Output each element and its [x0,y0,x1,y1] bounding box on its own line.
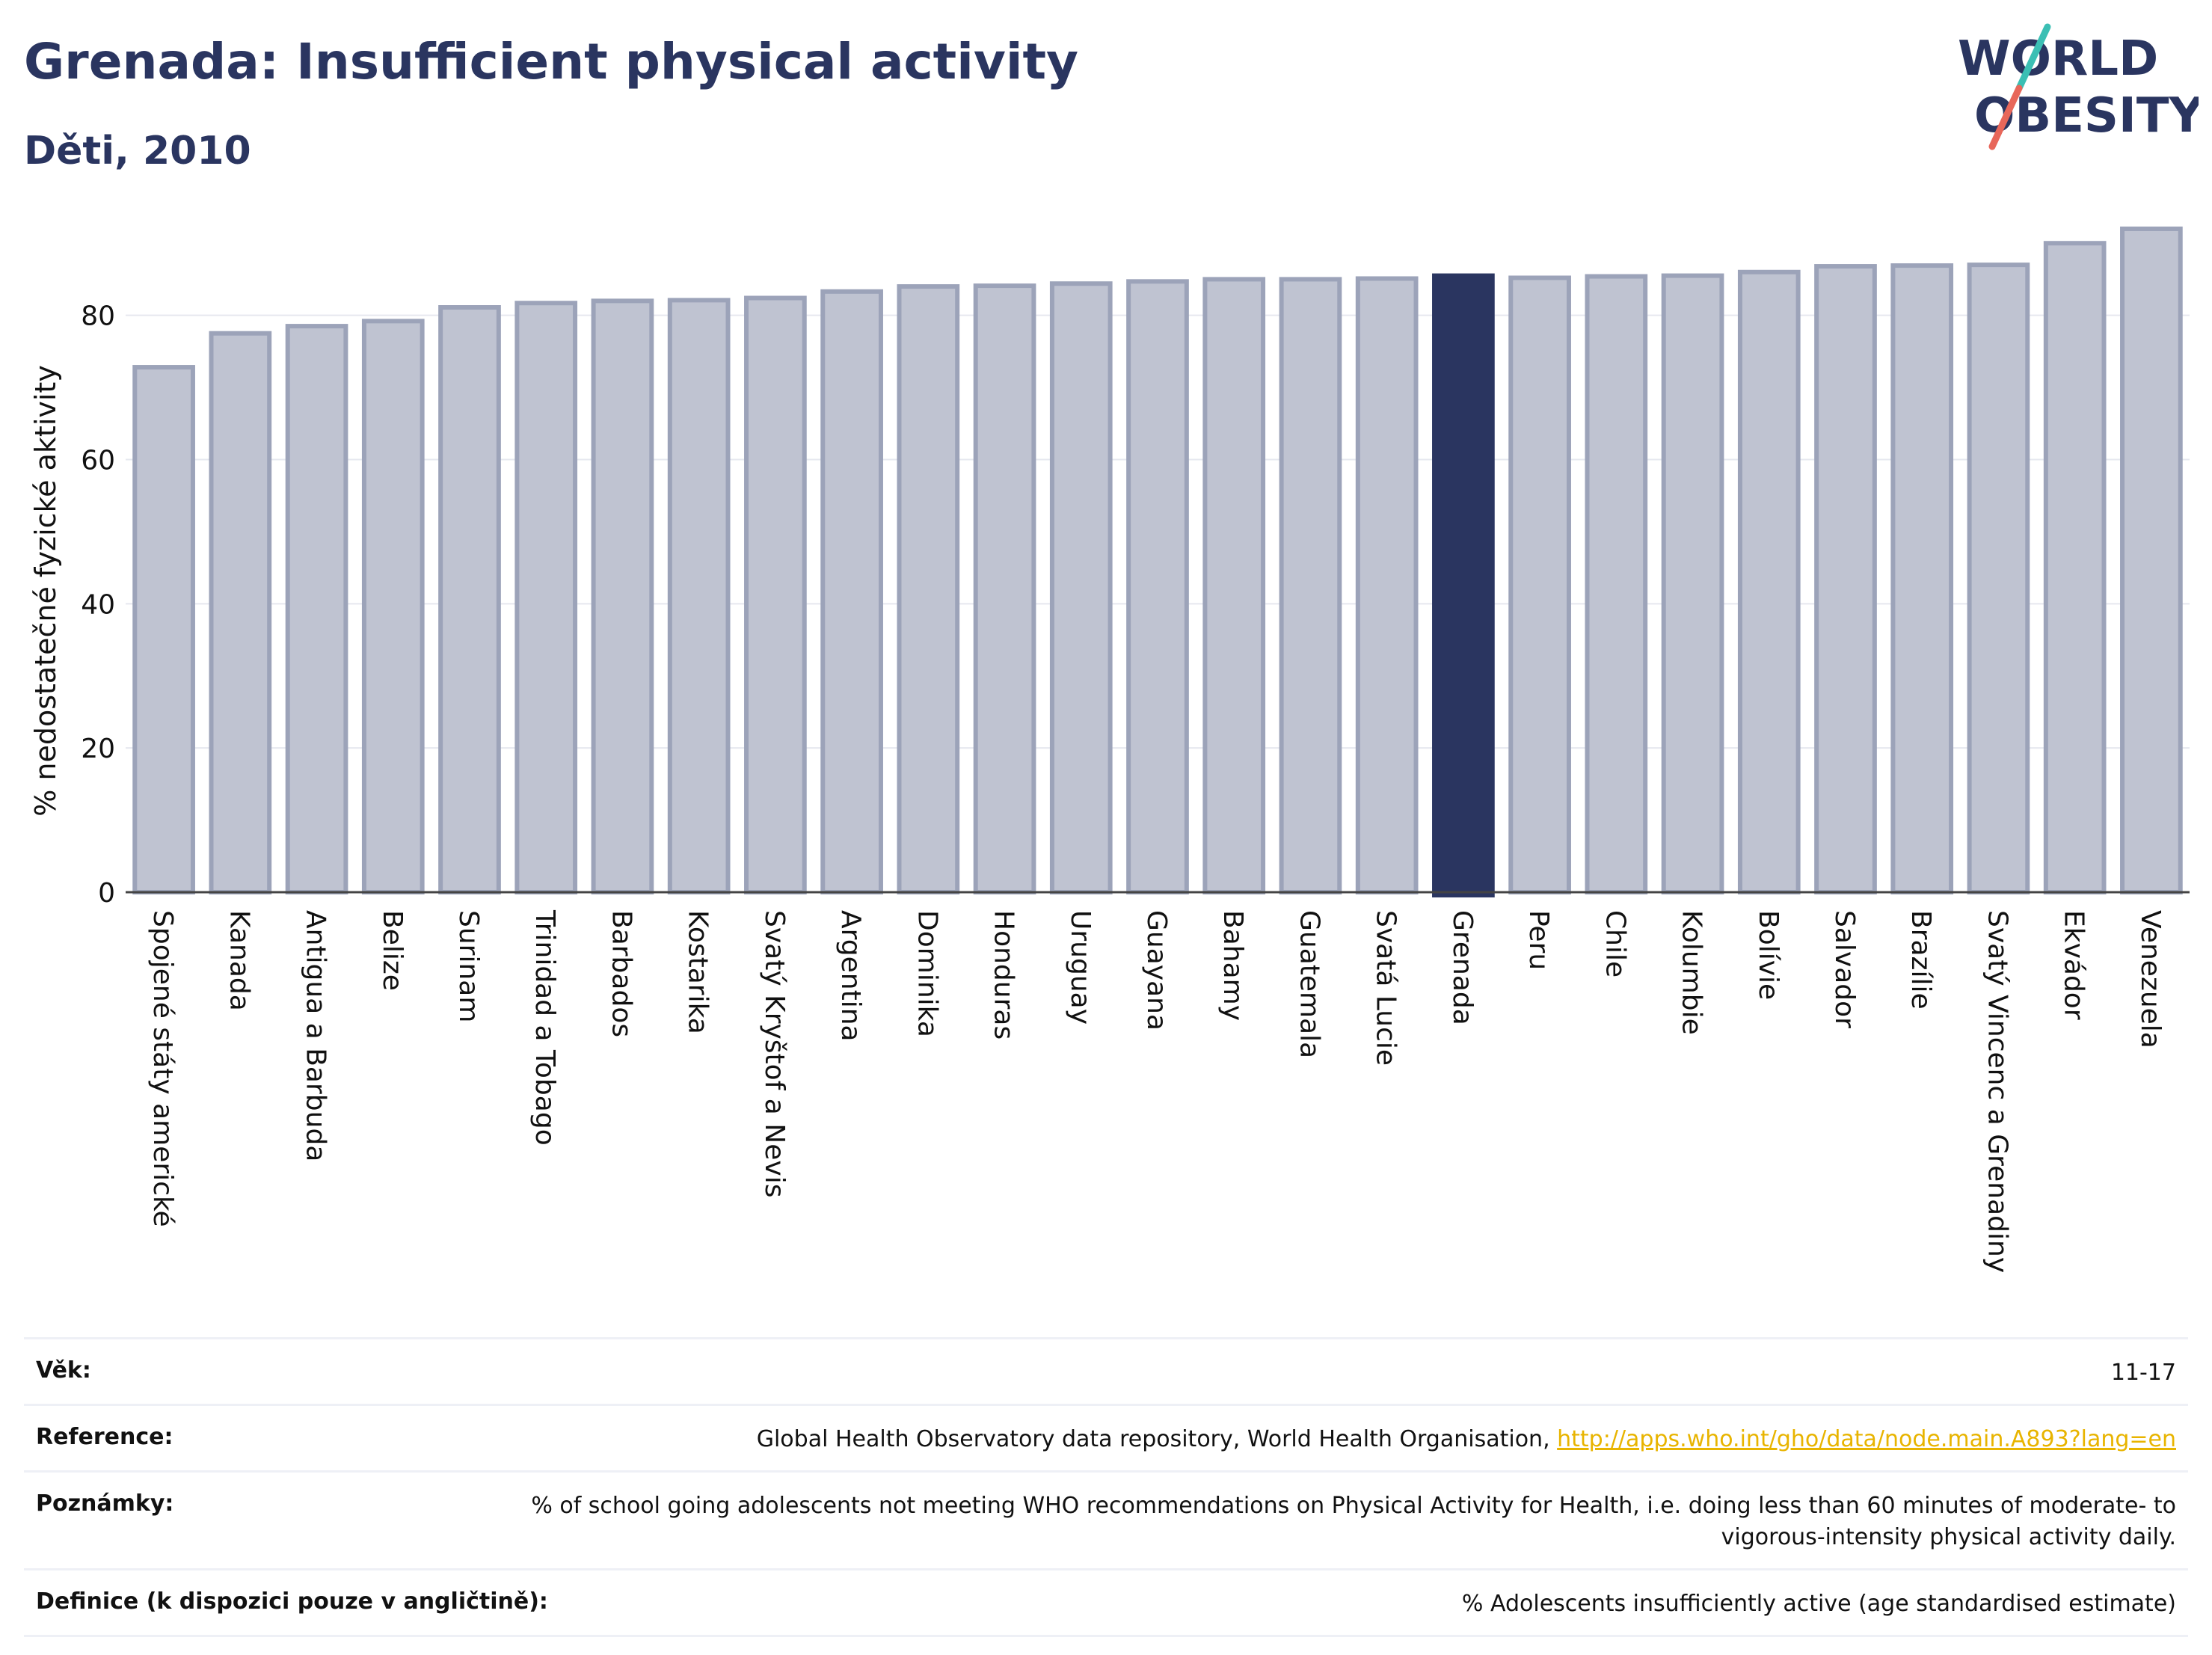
bar[interactable] [1432,273,1495,898]
x-tick-label: Antigua a Barbuda [301,910,331,1161]
x-tick-label: Venezuela [2135,910,2166,1048]
x-tick-label: Honduras [989,910,1019,1040]
bar-chart: 0 20 40 60 80 Spojené státy americké Kanada Ant… [29,226,2190,1273]
logo-word-1: WORLD [1958,31,2158,87]
logo-slash-teal [2015,23,2051,92]
bar[interactable] [1814,264,1877,895]
bar[interactable] [438,305,501,894]
x-tick-label: Peru [1523,910,1554,970]
bar[interactable] [1890,263,1954,894]
x-tick-label: Kanada [224,910,254,1011]
x-tick-label: Trinidad a Tobago [529,909,560,1146]
bar[interactable] [973,283,1036,894]
age-value: 11-17 [2110,1360,2176,1386]
logo-slash-coral [1988,85,2023,150]
bar[interactable] [1661,273,1724,895]
bar[interactable] [209,331,272,895]
x-tick-label: Grenada [1447,910,1478,1025]
y-axis-label: % nedostatečné fyzické aktivity [29,365,62,817]
bar[interactable] [1737,269,1801,895]
page-title: Grenada: Insufficient physical activity [24,33,1079,90]
x-tick-label: Ekvádor [2059,910,2089,1020]
bars [132,226,2183,898]
x-tick-label: Chile [1600,910,1630,977]
notes-label: Poznámky: [36,1490,174,1517]
bar[interactable] [132,365,195,894]
bar[interactable] [591,298,654,895]
bar[interactable] [897,284,960,894]
meta-row-reference: Reference: Global Health Observatory dat… [24,1404,2188,1470]
meta-row-age: Věk: 11-17 [24,1337,2188,1404]
bar[interactable] [744,295,807,894]
reference-text: Global Health Observatory data repositor… [756,1426,1558,1452]
x-tick-label: Guatemala [1294,910,1324,1058]
y-tick-label: 0 [98,878,115,909]
y-tick-label: 80 [81,301,115,332]
world-obesity-logo: WORLD OBESITY [1958,23,2199,150]
bar[interactable] [1049,281,1113,895]
x-tick-label: Spojené státy americké [147,910,178,1227]
y-tick-label: 40 [81,589,115,620]
reference-label: Reference: [36,1424,173,1450]
y-tick-label: 20 [81,734,115,764]
page-subtitle: Děti, 2010 [24,129,251,174]
x-tick-label: Surinam [453,910,484,1022]
x-tick-label: Kostarika [683,910,713,1034]
x-tick-label: Bahamy [1217,910,1248,1021]
x-tick-label: Argentina [835,910,866,1042]
bar[interactable] [1508,275,1571,895]
x-tick-label: Belize [377,910,408,991]
age-label: Věk: [36,1357,91,1384]
x-tick-label: Barbados [606,910,636,1037]
x-tick-label: Brazílie [1905,910,1936,1010]
meta-row-notes: Poznámky: % of school going adolescents … [24,1470,2188,1568]
bar[interactable] [2120,226,2183,894]
x-tick-label: Salvador [1829,910,1860,1028]
bar[interactable] [514,301,578,894]
meta-row-definition: Definice (k dispozici pouze v angličtině… [24,1568,2188,1637]
bar[interactable] [820,289,883,894]
bar[interactable] [2043,241,2107,895]
bar[interactable] [1279,277,1342,894]
bar[interactable] [1967,262,2030,894]
x-tick-label: Svatý Vincenc a Grenadiny [1982,910,2012,1273]
bar[interactable] [361,319,425,894]
bar[interactable] [1355,276,1419,894]
reference-link[interactable]: http://apps.who.int/gho/data/node.main.A… [1557,1426,2176,1452]
definition-label: Definice (k dispozici pouze v angličtině… [36,1588,548,1615]
metadata-table: Věk: 11-17 Reference: Global Health Obse… [24,1337,2188,1637]
x-tick-label: Guayana [1141,910,1172,1031]
bar[interactable] [1202,277,1266,894]
x-tick-label: Kolumbie [1677,910,1707,1035]
x-tick-label: Uruguay [1065,910,1096,1025]
reference-value: Global Health Observatory data repositor… [757,1424,2176,1455]
x-tick-label: Bolívie [1753,910,1784,1000]
x-tick-label: Dominika [912,910,942,1037]
bar[interactable] [667,298,731,894]
bar[interactable] [1126,279,1189,895]
definition-value: % Adolescents insufficiently active (age… [1461,1591,2176,1617]
bar[interactable] [1585,274,1648,894]
x-tick-label: Svatý Kryštof a Nevis [759,910,790,1197]
bar[interactable] [285,324,348,894]
axes: 0 20 40 60 80 Spojené státy americké Kanada Ant… [81,301,2190,1273]
notes-value: % of school going adolescents not meetin… [531,1493,2176,1550]
y-tick-label: 60 [81,445,115,476]
x-tick-label: Svatá Lucie [1371,910,1401,1066]
